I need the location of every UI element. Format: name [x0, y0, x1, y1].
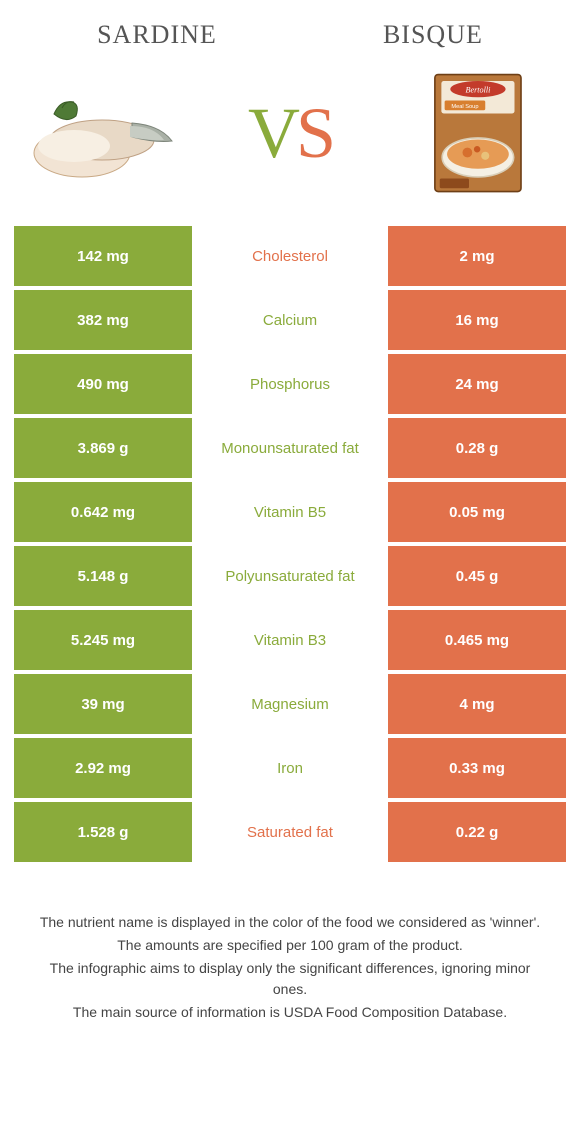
right-value-cell: 0.33 mg	[388, 738, 566, 798]
nutrient-row: 490 mgPhosphorus24 mg	[14, 354, 566, 414]
left-value-cell: 5.148 g	[14, 546, 192, 606]
right-value-cell: 2 mg	[388, 226, 566, 286]
nutrient-row: 2.92 mgIron0.33 mg	[14, 738, 566, 798]
note-line: The main source of information is USDA F…	[32, 1002, 548, 1023]
right-value-cell: 0.465 mg	[388, 610, 566, 670]
left-value-cell: 39 mg	[14, 674, 192, 734]
vs-v-letter: V	[248, 93, 296, 173]
nutrient-row: 5.148 gPolyunsaturated fat0.45 g	[14, 546, 566, 606]
note-line: The nutrient name is displayed in the co…	[32, 912, 548, 933]
nutrient-label: Monounsaturated fat	[192, 418, 388, 478]
note-line: The amounts are specified per 100 gram o…	[32, 935, 548, 956]
nutrient-row: 39 mgMagnesium4 mg	[14, 674, 566, 734]
image-row: VS Bertolli Meal Soup	[14, 68, 566, 198]
nutrient-label: Vitamin B3	[192, 610, 388, 670]
sardine-image	[22, 68, 182, 198]
infographic-container: Sardine Bisque VS Bertolli	[0, 0, 580, 1055]
nutrient-row: 142 mgCholesterol2 mg	[14, 226, 566, 286]
nutrient-row: 5.245 mgVitamin B30.465 mg	[14, 610, 566, 670]
right-value-cell: 4 mg	[388, 674, 566, 734]
vs-label: VS	[248, 92, 332, 175]
right-value-cell: 0.22 g	[388, 802, 566, 862]
note-line: The infographic aims to display only the…	[32, 958, 548, 1000]
left-value-cell: 5.245 mg	[14, 610, 192, 670]
right-value-cell: 0.28 g	[388, 418, 566, 478]
nutrient-label: Phosphorus	[192, 354, 388, 414]
nutrient-row: 0.642 mgVitamin B50.05 mg	[14, 482, 566, 542]
nutrient-label: Calcium	[192, 290, 388, 350]
left-value-cell: 2.92 mg	[14, 738, 192, 798]
right-food-title: Bisque	[383, 20, 483, 50]
nutrient-row: 382 mgCalcium16 mg	[14, 290, 566, 350]
left-value-cell: 3.869 g	[14, 418, 192, 478]
svg-text:Meal Soup: Meal Soup	[451, 104, 478, 110]
right-value-cell: 16 mg	[388, 290, 566, 350]
title-row: Sardine Bisque	[14, 20, 566, 50]
left-value-cell: 142 mg	[14, 226, 192, 286]
nutrient-row: 1.528 gSaturated fat0.22 g	[14, 802, 566, 862]
left-food-title: Sardine	[97, 20, 217, 50]
nutrient-row: 3.869 gMonounsaturated fat0.28 g	[14, 418, 566, 478]
left-value-cell: 490 mg	[14, 354, 192, 414]
notes-block: The nutrient name is displayed in the co…	[14, 912, 566, 1023]
nutrient-label: Vitamin B5	[192, 482, 388, 542]
left-value-cell: 382 mg	[14, 290, 192, 350]
nutrient-label: Cholesterol	[192, 226, 388, 286]
right-value-cell: 24 mg	[388, 354, 566, 414]
left-value-cell: 0.642 mg	[14, 482, 192, 542]
bisque-image: Bertolli Meal Soup	[398, 68, 558, 198]
svg-text:Bertolli: Bertolli	[466, 85, 491, 94]
right-value-cell: 0.05 mg	[388, 482, 566, 542]
nutrient-table: 142 mgCholesterol2 mg382 mgCalcium16 mg4…	[14, 226, 566, 862]
nutrient-label: Magnesium	[192, 674, 388, 734]
nutrient-label: Polyunsaturated fat	[192, 546, 388, 606]
nutrient-label: Saturated fat	[192, 802, 388, 862]
right-value-cell: 0.45 g	[388, 546, 566, 606]
nutrient-label: Iron	[192, 738, 388, 798]
vs-s-letter: S	[296, 93, 332, 173]
left-value-cell: 1.528 g	[14, 802, 192, 862]
